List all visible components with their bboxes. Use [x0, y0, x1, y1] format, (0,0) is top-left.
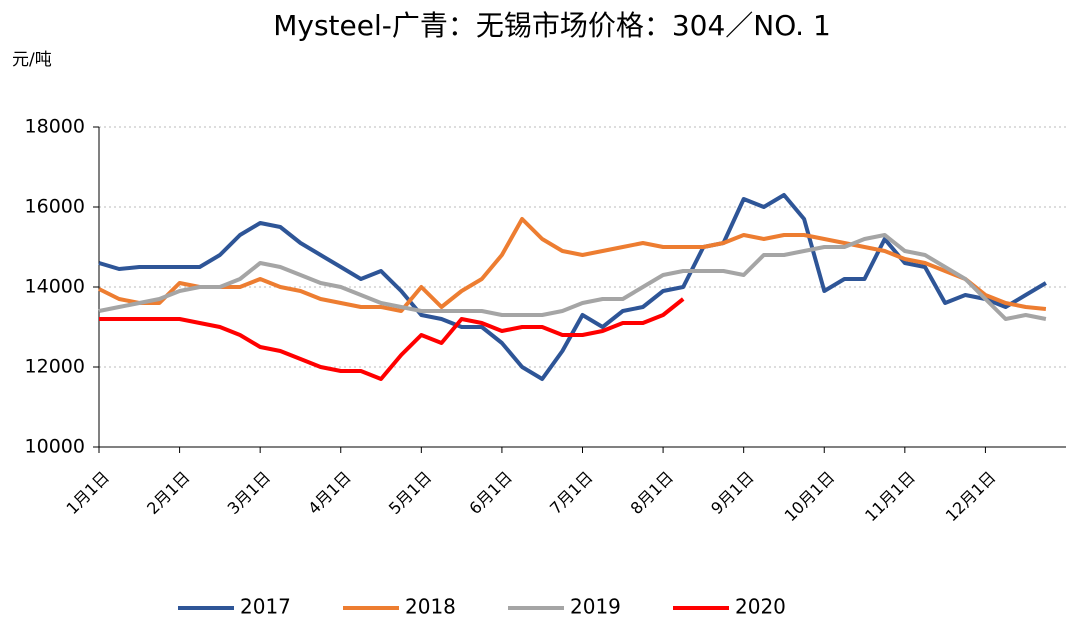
x-tick-label: 9月1日: [707, 468, 757, 518]
x-tick-label: 10月1日: [781, 468, 839, 526]
x-tick-label: 12月1日: [942, 468, 1000, 526]
legend-label: 2019: [570, 595, 621, 619]
x-tick-label: 1月1日: [63, 468, 113, 518]
line-series: [99, 297, 685, 381]
y-tick-label: 12000: [25, 356, 85, 378]
x-tick-label: 8月1日: [627, 468, 677, 518]
y-tick-label: 16000: [25, 196, 85, 218]
x-tick-label: 4月1日: [304, 468, 354, 518]
y-tick-label: 10000: [25, 436, 85, 458]
x-tick-label: 5月1日: [385, 468, 435, 518]
x-tick-label: 11月1日: [861, 468, 919, 526]
line-series: [98, 233, 1047, 321]
x-tick-label: 3月1日: [224, 468, 274, 518]
line-series: [98, 217, 1047, 313]
legend-label: 2020: [735, 595, 786, 619]
chart-title: Mysteel-广青：无锡市场价格：304／NO. 1: [273, 9, 831, 42]
legend-label: 2018: [405, 595, 456, 619]
x-tick-label: 2月1日: [143, 468, 193, 518]
legend-label: 2017: [240, 595, 291, 619]
x-tick-label: 6月1日: [465, 468, 515, 518]
x-tick-label: 7月1日: [546, 468, 596, 518]
y-tick-label: 18000: [25, 116, 85, 138]
y-axis-label: 元/吨: [12, 50, 52, 70]
y-tick-label: 14000: [25, 276, 85, 298]
